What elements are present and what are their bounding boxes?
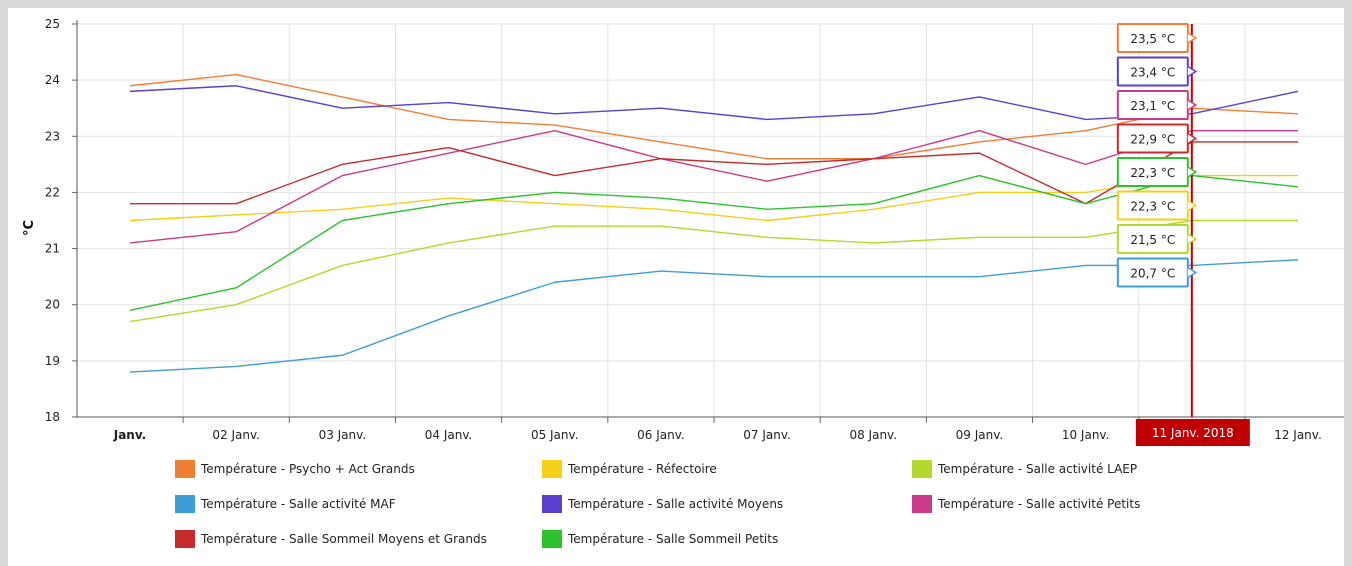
y-tick-label: 20 <box>45 298 60 312</box>
x-tick-label: 03 Janv. <box>319 428 367 442</box>
legend-label: Température - Réfectoire <box>568 462 717 476</box>
legend-label: Température - Salle activité Moyens <box>568 497 784 511</box>
legend-item[interactable]: Température - Salle activité Moyens <box>542 495 783 513</box>
legend-swatch <box>542 495 562 513</box>
tooltip-label: 23,1 °C <box>1130 99 1175 113</box>
y-tick-label: 22 <box>45 185 60 199</box>
x-tick-label: 08 Janv. <box>849 428 897 442</box>
series-lines <box>129 73 1299 373</box>
legend-item[interactable]: Température - Psycho + Act Grands <box>175 460 415 478</box>
x-tick-label: 11 Janv. 2018 <box>1152 426 1234 440</box>
x-tick-label: 09 Janv. <box>956 428 1004 442</box>
x-tick-label: 10 Janv. <box>1062 428 1110 442</box>
x-tick-labels: Janv. 02 Janv. 03 Janv. 04 Janv. 05 Janv. 06 … <box>113 419 1322 446</box>
y-tick-label: 23 <box>45 129 60 143</box>
x-tick-label: 07 Janv. <box>743 428 791 442</box>
legend-item[interactable]: Température - Salle activité LAEP <box>912 460 1137 478</box>
tooltips: 23,5 °C 23,4 °C 23,1 °C 22,9 °C 22,3 °C 22,3 … <box>1116 23 1198 288</box>
tooltip-label: 22,3 °C <box>1130 166 1175 180</box>
tooltip-pointer <box>1187 233 1198 245</box>
x-tick-label: 02 Janv. <box>212 428 260 442</box>
legend-item[interactable]: Température - Réfectoire <box>542 460 717 478</box>
tooltip-pointer <box>1187 199 1198 212</box>
y-tick-label: 19 <box>45 354 60 368</box>
series-line <box>129 219 1298 323</box>
series-line <box>129 73 1299 160</box>
legend-swatch <box>542 530 562 548</box>
tooltip-label: 23,4 °C <box>1130 66 1175 80</box>
legend-swatch <box>175 495 195 513</box>
legend-label: Température - Psycho + Act Grands <box>201 462 415 476</box>
tooltip-label: 23,5 °C <box>1130 32 1175 46</box>
legend-swatch <box>542 460 562 478</box>
legend-item[interactable]: Température - Salle activité Petits <box>912 495 1140 513</box>
x-tick-label: Janv. <box>113 428 147 442</box>
x-tick-highlight <box>1135 419 1250 446</box>
x-tick-label: 06 Janv. <box>637 428 685 442</box>
x-tick-label: 12 Janv. <box>1274 428 1322 442</box>
legend-label: Température - Salle activité Petits <box>938 497 1141 511</box>
tooltip-pointer <box>1187 266 1198 279</box>
x-tick-label: 05 Janv. <box>531 428 579 442</box>
legend-swatch <box>175 530 195 548</box>
series-line <box>130 141 1298 205</box>
series-line <box>129 85 1299 121</box>
y-tick-label: 24 <box>45 73 60 87</box>
legend-swatch <box>912 495 932 513</box>
y-axis-label: °C <box>22 220 37 236</box>
series-line <box>129 174 1298 222</box>
grid-lines <box>77 23 1344 417</box>
legend-item[interactable]: Température - Salle Sommeil Petits <box>542 530 778 548</box>
legend-label: Température - Salle activité LAEP <box>938 462 1138 476</box>
tooltip-pointer <box>1187 99 1198 111</box>
tooltip-label: 22,3 °C <box>1130 200 1175 214</box>
tooltip-pointer <box>1187 65 1198 78</box>
y-tick-label: 18 <box>45 410 60 424</box>
series-line <box>129 129 1298 244</box>
legend-swatch <box>175 460 195 478</box>
y-tick-labels: 18 19 20 21 22 23 24 25 <box>45 17 60 424</box>
legend-item[interactable]: Température - Salle activité MAF <box>175 495 396 513</box>
series-line <box>129 259 1299 373</box>
legend-label: Température - Salle Sommeil Petits <box>568 532 779 546</box>
tooltip-label: 20,7 °C <box>1130 267 1175 281</box>
tooltip-label: 22,9 °C <box>1130 133 1175 147</box>
legend-label: Température - Salle Sommeil Moyens et Gr… <box>201 532 487 546</box>
series-line <box>129 174 1299 312</box>
tooltip-pointer <box>1187 166 1198 178</box>
legend-swatch <box>912 460 932 478</box>
x-tick-label: 04 Janv. <box>425 428 473 442</box>
y-tick-label: 21 <box>45 242 60 256</box>
legend-item[interactable]: Température - Salle Sommeil Moyens et Gr… <box>175 530 487 548</box>
tooltip-pointer <box>1187 32 1198 44</box>
y-tick-label: 25 <box>45 17 60 31</box>
legend-label: Température - Salle activité MAF <box>201 497 396 511</box>
tooltip-pointer <box>1187 132 1198 145</box>
tooltip-label: 21,5 °C <box>1130 233 1175 247</box>
